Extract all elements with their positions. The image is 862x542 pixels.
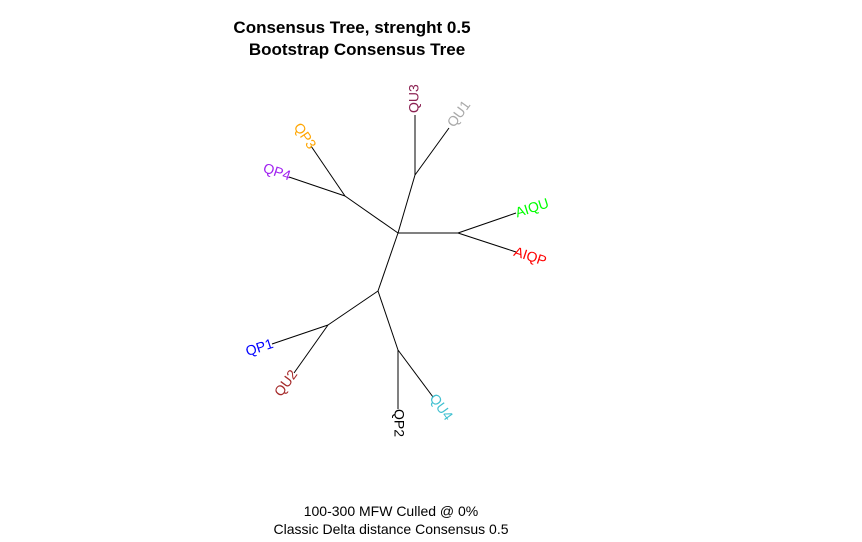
branch-root-bottom <box>377 232 399 292</box>
tip-label-qu2: QU2 <box>271 366 301 399</box>
chart-subtitle: Bootstrap Consensus Tree <box>248 40 466 59</box>
tip-label-qp3: QP3 <box>291 120 320 152</box>
tip-label-qp4: QP4 <box>261 160 293 184</box>
tree-branches <box>271 115 517 409</box>
tip-label-aiqp: AIQP <box>512 243 549 269</box>
tip-labels: QU3 QU1 QP3 QP4 AIQU AIQP QP1 QU2 QP2 QU… <box>243 84 550 437</box>
branch-qp4 <box>288 176 346 197</box>
branch-qp3 <box>310 145 346 197</box>
branch-qu1 <box>414 127 450 176</box>
tip-label-qp1: QP1 <box>243 335 275 359</box>
branch-aiqp <box>457 232 517 253</box>
chart-title: Consensus Tree, strenght 0.5 <box>233 18 471 37</box>
tip-label-qu3: QU3 <box>406 84 422 113</box>
tip-label-qu1: QU1 <box>443 97 473 130</box>
caption-line-1: 100-300 MFW Culled @ 0% <box>303 503 479 519</box>
branch-root-left <box>344 195 399 234</box>
tip-label-qu4: QU4 <box>427 391 457 424</box>
branch-aiqu <box>457 212 517 234</box>
caption-line-2: Classic Delta distance Consensus 0.5 <box>273 521 509 537</box>
tip-label-qp2: QP2 <box>391 409 407 437</box>
branch-qp1 <box>271 324 329 345</box>
branch-qu2 <box>293 324 329 374</box>
tip-label-aiqu: AIQU <box>513 195 551 221</box>
branch-bottom-left <box>327 290 379 326</box>
branch-qu4 <box>397 349 434 398</box>
branch-root-top <box>397 174 416 234</box>
branch-bottom-right <box>377 290 399 351</box>
